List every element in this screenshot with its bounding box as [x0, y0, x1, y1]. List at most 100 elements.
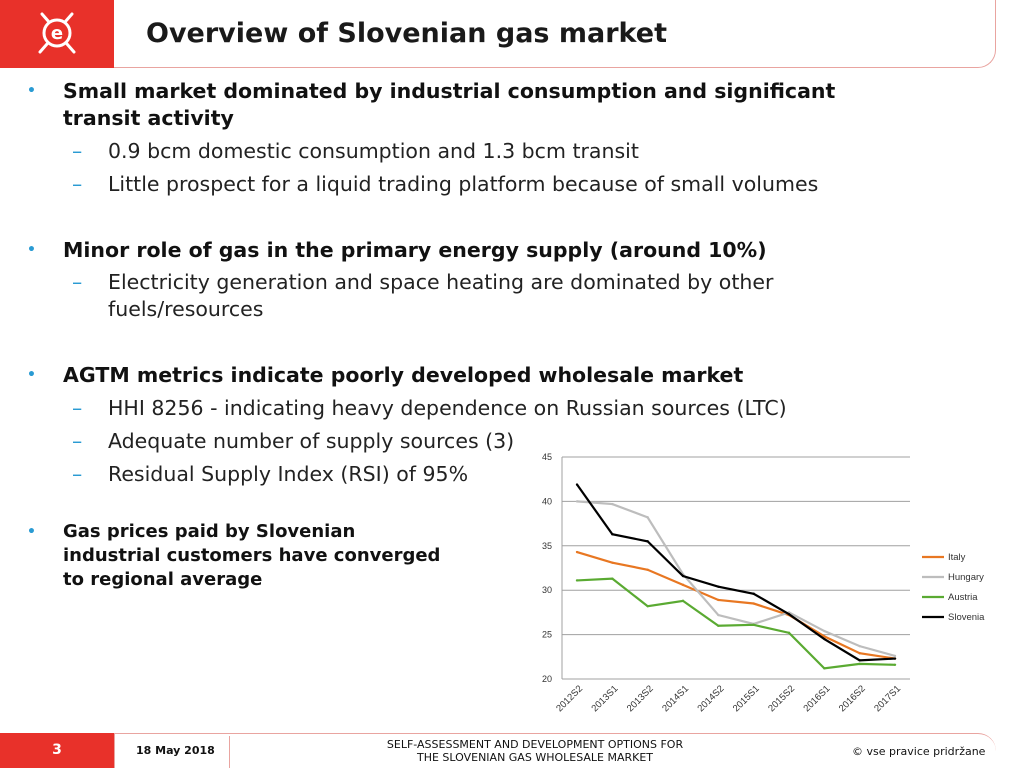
- data-point-slovenia: [646, 540, 649, 543]
- bullet-3: • AGTM metrics indicate poorly developed…: [27, 362, 744, 389]
- x-tick-label: 2013S2: [625, 683, 656, 714]
- sub-bullet-text: HHI 8256 - indicating heavy dependence o…: [108, 396, 787, 420]
- bullet-dot-icon: •: [27, 367, 36, 383]
- legend-label: Slovenia: [948, 612, 985, 623]
- footer-title-line1: SELF-ASSESSMENT AND DEVELOPMENT OPTIONS …: [386, 738, 684, 751]
- dash-icon: –: [72, 462, 83, 486]
- dash-icon: –: [72, 172, 83, 196]
- x-tick-label: 2012S2: [554, 683, 585, 714]
- bullet-4-line3: to regional average: [63, 569, 263, 590]
- data-point-austria: [787, 631, 791, 635]
- footer-title-line2: THE SLOVENIAN GAS WHOLESALE MARKET: [416, 751, 654, 764]
- data-point-slovenia: [858, 659, 861, 662]
- bullet-1-line2: transit activity: [63, 106, 234, 130]
- sub-bullet-1-2: – Little prospect for a liquid trading p…: [72, 171, 819, 198]
- bullet-2-line1: Minor role of gas in the primary energy …: [63, 238, 767, 262]
- series-line-hungary: [576, 500, 896, 657]
- data-point-italy: [681, 583, 685, 587]
- data-point-slovenia: [787, 612, 791, 616]
- bullet-3-line1: AGTM metrics indicate poorly developed w…: [63, 363, 744, 387]
- legend-label: Italy: [948, 552, 966, 563]
- y-tick-label: 40: [542, 496, 552, 506]
- dash-icon: –: [72, 270, 83, 294]
- data-point-slovenia: [611, 533, 614, 536]
- data-point-hungary: [717, 613, 720, 617]
- chart-y-axis: 20 25 30 35 40 45: [542, 452, 552, 684]
- legend-label: Austria: [948, 592, 978, 603]
- bullet-4-line1: Gas prices paid by Slovenian: [63, 521, 356, 542]
- page-number: 3: [0, 733, 114, 768]
- data-point-austria: [752, 623, 755, 627]
- data-point-austria: [893, 663, 897, 666]
- sub-bullet-text: Residual Supply Index (RSI) of 95%: [108, 462, 469, 486]
- x-tick-label: 2016S2: [837, 683, 868, 714]
- chart-legend: Italy Hungary Austria Slovenia: [922, 552, 985, 623]
- legend-label: Hungary: [948, 572, 984, 583]
- x-tick-label: 2017S1: [872, 683, 903, 714]
- series-line-austria: [576, 577, 896, 670]
- bullet-4-line2: industrial customers have converged: [63, 545, 441, 566]
- x-tick-label: 2016S1: [802, 683, 833, 714]
- data-point-italy: [858, 652, 861, 655]
- svg-text:e: e: [51, 23, 63, 44]
- logo: e: [0, 0, 114, 68]
- x-tick-label: 2015S1: [731, 683, 762, 714]
- data-point-slovenia: [893, 657, 897, 660]
- data-point-slovenia: [752, 592, 755, 595]
- data-point-hungary: [646, 516, 649, 519]
- data-point-italy: [646, 568, 649, 571]
- bullet-1: • Small market dominated by industrial c…: [27, 78, 835, 132]
- sub-bullet-text: fuels/resources: [108, 297, 264, 321]
- header-frame: [114, 0, 996, 68]
- bullet-2: • Minor role of gas in the primary energ…: [27, 237, 767, 264]
- x-tick-label: 2013S1: [590, 683, 621, 714]
- y-tick-label: 30: [542, 585, 552, 595]
- footer-copyright: © vse pravice pridržane: [852, 745, 986, 758]
- y-tick-label: 20: [542, 674, 552, 684]
- data-point-italy: [752, 602, 755, 605]
- data-point-italy: [717, 598, 720, 602]
- y-tick-label: 45: [542, 452, 552, 462]
- footer-title: SELF-ASSESSMENT AND DEVELOPMENT OPTIONS …: [360, 738, 710, 764]
- data-point-italy: [823, 635, 826, 638]
- data-point-slovenia: [717, 585, 720, 588]
- data-point-austria: [858, 662, 861, 666]
- data-point-slovenia: [681, 574, 685, 578]
- energy-e-logo-icon: e: [38, 12, 76, 54]
- chart-series: [575, 483, 897, 670]
- bullet-dot-icon: •: [27, 83, 36, 99]
- data-point-italy: [611, 561, 614, 564]
- y-tick-label: 25: [542, 630, 552, 640]
- data-point-hungary: [893, 654, 897, 658]
- data-point-hungary: [858, 644, 861, 648]
- bullet-dot-icon: •: [27, 242, 36, 258]
- x-tick-label: 2015S2: [766, 683, 797, 714]
- data-point-austria: [611, 577, 614, 580]
- data-point-austria: [823, 667, 826, 670]
- series-line-italy: [576, 550, 896, 660]
- footer-frame: [114, 733, 996, 768]
- data-point-austria: [646, 604, 649, 608]
- y-tick-label: 35: [542, 541, 552, 551]
- series-line-slovenia: [576, 483, 896, 662]
- sub-bullet-3-3: – Residual Supply Index (RSI) of 95%: [72, 461, 469, 488]
- data-point-slovenia: [575, 483, 579, 486]
- data-point-italy: [575, 550, 579, 554]
- data-point-hungary: [823, 629, 826, 633]
- page-title: Overview of Slovenian gas market: [146, 18, 668, 49]
- x-tick-label: 2014S1: [660, 683, 691, 714]
- data-point-austria: [575, 579, 579, 582]
- sub-bullet-text: Little prospect for a liquid trading pla…: [108, 172, 819, 196]
- data-point-hungary: [575, 500, 579, 503]
- sub-bullet-1-1: – 0.9 bcm domestic consumption and 1.3 b…: [72, 138, 639, 165]
- x-tick-label: 2014S2: [696, 683, 727, 714]
- sub-bullet-text: Adequate number of supply sources (3): [108, 429, 515, 453]
- sub-bullet-2-1: – Electricity generation and space heati…: [72, 269, 773, 323]
- footer-date: 18 May 2018: [136, 744, 215, 757]
- sub-bullet-3-1: – HHI 8256 - indicating heavy dependence…: [72, 395, 787, 422]
- dash-icon: –: [72, 139, 83, 163]
- data-point-hungary: [611, 502, 614, 506]
- chart-x-axis: 2012S2 2013S1 2013S2 2014S1 2014S2 2015S1 2015…: [554, 683, 903, 714]
- dash-icon: –: [72, 396, 83, 420]
